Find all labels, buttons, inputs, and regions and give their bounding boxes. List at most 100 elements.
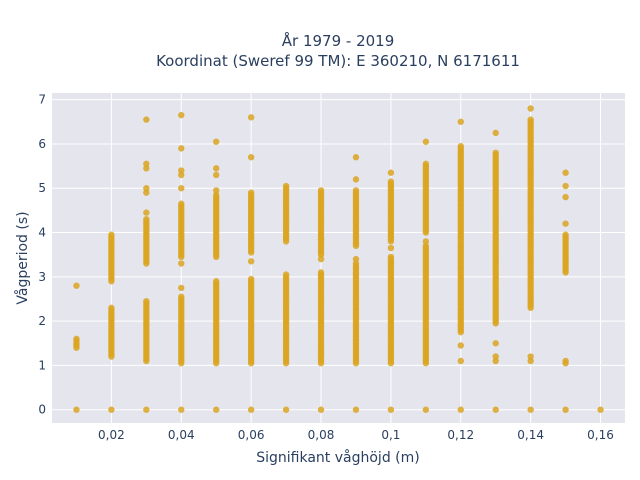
- data-point: [178, 111, 185, 119]
- data-point: [178, 167, 185, 174]
- data-point: [282, 271, 290, 278]
- y-tick-label: 1: [38, 358, 46, 372]
- data-point: [247, 189, 255, 196]
- data-point: [492, 129, 499, 137]
- data-point: [317, 406, 325, 413]
- data-point: [422, 406, 430, 413]
- data-point: [73, 335, 80, 343]
- data-point: [387, 406, 395, 413]
- y-tick-label: 0: [38, 403, 46, 417]
- x-axis-label: Signifikant våghöjd (m): [256, 449, 419, 466]
- data-point: [422, 242, 430, 250]
- data-point: [527, 116, 534, 123]
- data-point: [562, 182, 569, 190]
- data-point: [178, 293, 185, 300]
- data-point: [562, 357, 569, 365]
- data-point: [422, 160, 430, 168]
- data-point: [317, 187, 325, 194]
- data-point: [213, 187, 220, 194]
- data-point: [213, 171, 220, 179]
- chart-title: År 1979 - 2019: [282, 31, 395, 50]
- data-point: [282, 238, 290, 245]
- data-point: [213, 191, 220, 199]
- y-tick-label: 7: [38, 93, 46, 107]
- data-point: [143, 189, 150, 196]
- data-point: [527, 406, 534, 413]
- data-point: [143, 165, 150, 172]
- data-point: [422, 238, 430, 245]
- data-point: [352, 187, 360, 194]
- data-point: [492, 357, 499, 365]
- data-point: [108, 304, 115, 312]
- data-point: [282, 182, 290, 190]
- data-point: [213, 138, 220, 145]
- x-tick-label: 0,08: [308, 428, 335, 442]
- data-point: [562, 406, 569, 413]
- data-points: [73, 105, 604, 413]
- data-point: [492, 406, 499, 413]
- y-tick-label: 4: [38, 226, 46, 240]
- data-point: [387, 244, 395, 252]
- data-point: [108, 231, 115, 238]
- data-point: [213, 165, 220, 172]
- data-point: [352, 176, 360, 183]
- data-point: [492, 149, 499, 156]
- data-point: [492, 353, 499, 360]
- x-tick-label: 0,12: [447, 428, 474, 442]
- data-point: [317, 269, 325, 276]
- data-point: [317, 255, 325, 263]
- data-point: [247, 154, 255, 161]
- data-point: [143, 406, 150, 413]
- data-point: [387, 169, 395, 176]
- data-point: [73, 282, 80, 289]
- data-point: [422, 138, 430, 145]
- data-point: [282, 406, 290, 413]
- y-axis-label: Vågperiod (s): [14, 211, 31, 304]
- data-point: [178, 200, 185, 207]
- data-point: [527, 357, 534, 365]
- data-point: [562, 231, 569, 238]
- x-tick-label: 0,16: [587, 428, 614, 442]
- data-point: [178, 406, 185, 413]
- data-point: [143, 185, 150, 192]
- x-tick-label: 0,02: [98, 428, 125, 442]
- chart-subtitle: Koordinat (Sweref 99 TM): E 360210, N 61…: [156, 52, 520, 70]
- data-point: [352, 255, 360, 263]
- data-point: [247, 258, 255, 265]
- y-tick-labels: 0 1 2 3 4 5 6 7: [38, 93, 46, 417]
- data-point: [143, 216, 150, 223]
- data-point: [73, 406, 80, 413]
- data-point: [387, 253, 395, 261]
- x-tick-label: 0,04: [168, 428, 195, 442]
- data-point: [352, 242, 360, 250]
- data-point: [143, 160, 150, 168]
- x-tick-label: 0,14: [517, 428, 544, 442]
- data-point: [457, 118, 464, 125]
- data-point: [352, 406, 360, 413]
- data-point: [178, 284, 185, 292]
- x-tick-label: 0,06: [238, 428, 265, 442]
- data-point: [143, 209, 150, 216]
- data-point: [108, 406, 115, 413]
- data-point: [352, 260, 360, 267]
- data-point: [178, 185, 185, 192]
- data-point: [247, 406, 255, 413]
- x-tick-labels: 0,02 0,04 0,06 0,08 0,1 0,12 0,14 0,16: [98, 428, 614, 442]
- data-point: [213, 406, 220, 413]
- data-point: [143, 297, 150, 305]
- data-point: [247, 114, 255, 121]
- data-point: [562, 193, 569, 201]
- y-tick-label: 2: [38, 314, 46, 328]
- data-point: [457, 406, 464, 413]
- data-point: [178, 145, 185, 152]
- data-point: [562, 169, 569, 176]
- data-point: [317, 348, 325, 356]
- data-point: [527, 353, 534, 360]
- plot-area: [52, 93, 625, 423]
- data-point: [213, 278, 220, 285]
- x-tick-label: 0,1: [381, 428, 400, 442]
- data-point: [527, 105, 534, 112]
- data-point: [457, 342, 464, 349]
- data-point: [457, 142, 464, 150]
